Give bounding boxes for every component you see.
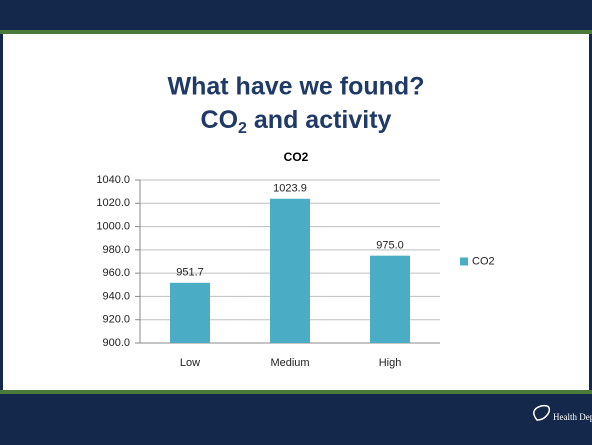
y-tick-label: 960.0 — [102, 267, 130, 279]
bottom-stripe — [0, 390, 592, 394]
x-tick-label: Low — [180, 357, 200, 369]
slide-title: CO2 and activity — [201, 106, 392, 138]
y-tick-label: 900.0 — [102, 337, 130, 349]
data-label: 1023.9 — [273, 183, 307, 195]
slide-title: What have we found? — [168, 73, 425, 101]
bottom-bar — [0, 394, 592, 445]
right-border — [589, 34, 592, 390]
y-tick-label: 940.0 — [102, 290, 130, 302]
bar — [270, 198, 310, 343]
x-tick-label: High — [379, 357, 402, 369]
data-label: 975.0 — [376, 240, 404, 252]
legend-swatch — [460, 257, 468, 266]
y-tick-label: 1040.0 — [96, 174, 130, 186]
left-border — [0, 34, 3, 390]
chart-title: CO2 — [284, 150, 309, 164]
legend-label: CO2 — [472, 255, 495, 267]
title-part: CO — [201, 106, 239, 134]
logo-text: Health Department — [553, 412, 592, 422]
y-tick-label: 980.0 — [102, 244, 130, 256]
y-tick-label: 1020.0 — [96, 197, 130, 209]
y-tick-label: 920.0 — [102, 314, 130, 326]
top-bar — [0, 0, 592, 30]
data-label: 951.7 — [176, 267, 204, 279]
logo-icon — [533, 404, 551, 421]
title-sub: 2 — [238, 120, 247, 137]
x-tick-label: Medium — [270, 357, 309, 369]
bar — [370, 255, 410, 343]
y-tick-label: 1000.0 — [96, 220, 130, 232]
title-part: and activity — [247, 106, 392, 134]
top-stripe — [0, 30, 592, 34]
bar — [170, 282, 210, 343]
